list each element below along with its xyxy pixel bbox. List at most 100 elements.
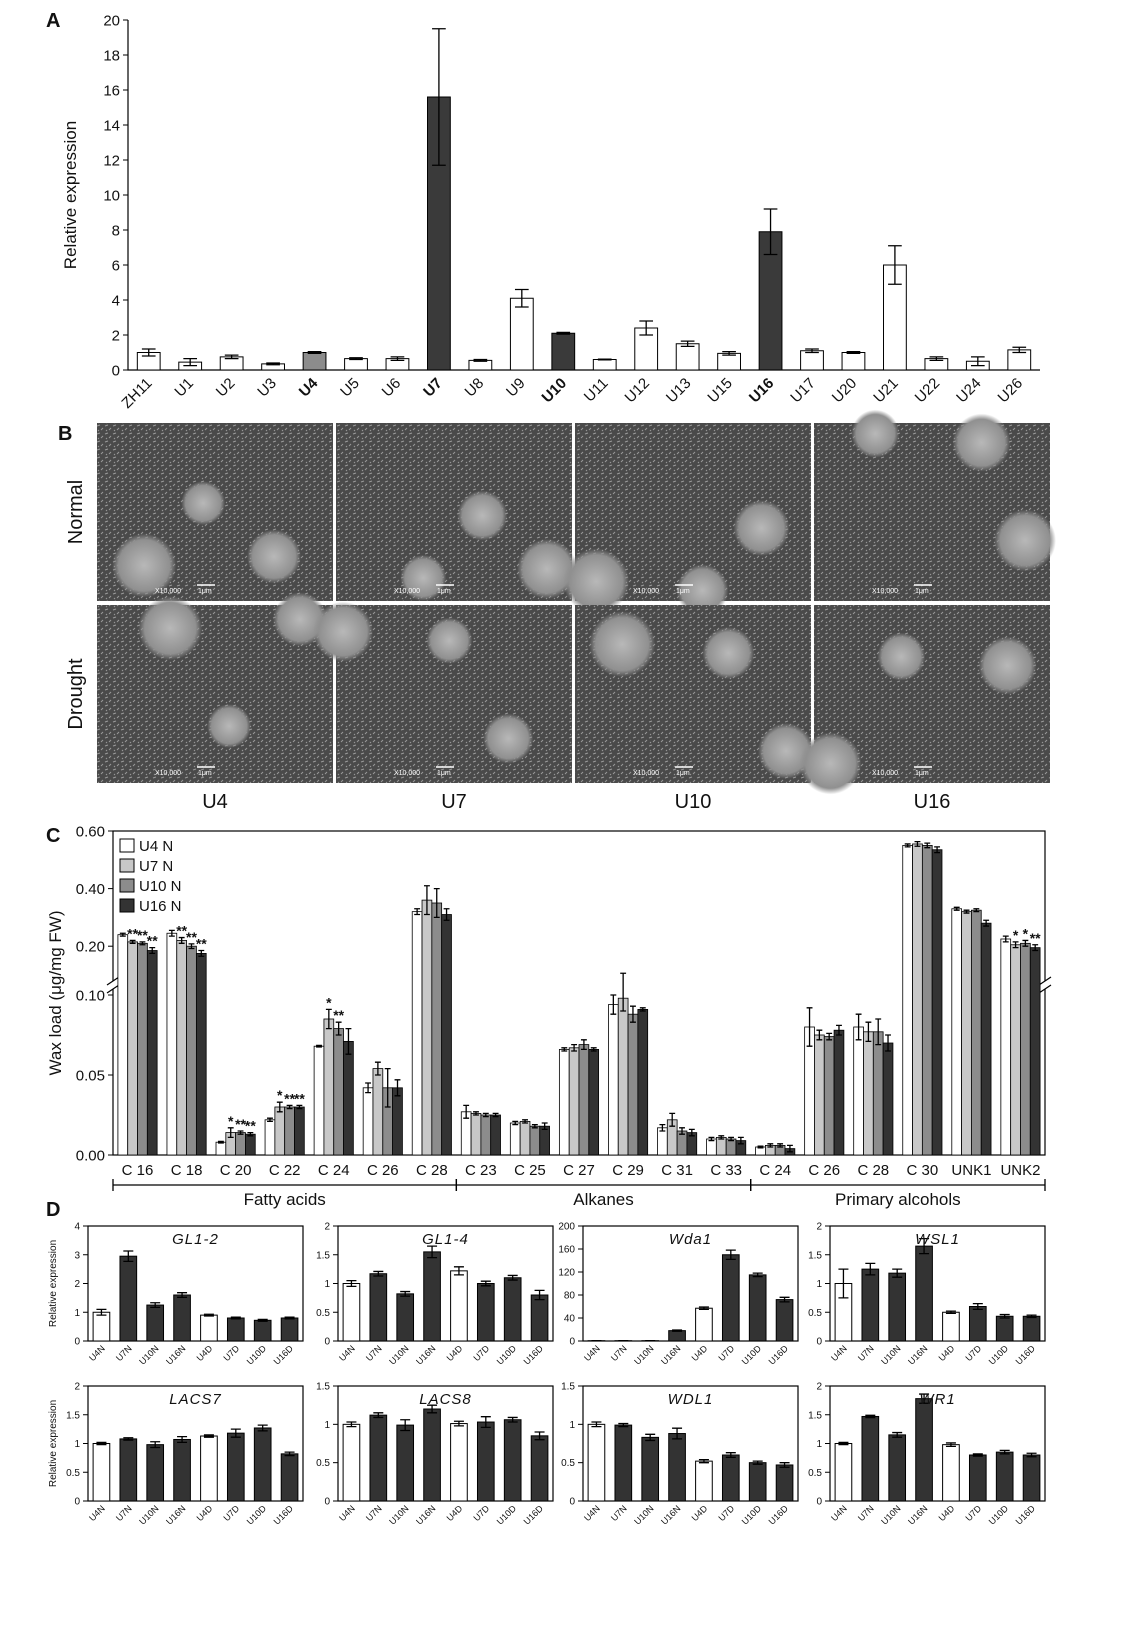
bar (932, 850, 942, 1155)
y-tick-label: 0.00 (76, 1147, 105, 1164)
bar (303, 353, 326, 371)
x-tick-label: U7D (963, 1503, 983, 1523)
y-tick-label: 0 (112, 362, 120, 379)
y-tick-label: 2 (816, 1382, 822, 1393)
y-tick-label: 1.5 (808, 1250, 822, 1261)
bar (275, 1107, 285, 1155)
x-tick-label: U16N (414, 1343, 437, 1366)
bar (922, 845, 932, 1155)
bar (227, 1318, 244, 1341)
stomata (207, 704, 251, 748)
x-tick-label: U7D (221, 1503, 241, 1523)
bar (254, 1428, 271, 1501)
chart-title: WDL1 (668, 1391, 714, 1408)
column-label: U7 (441, 791, 467, 813)
x-tick-label: U5 (337, 375, 363, 401)
legend-label: U7 N (139, 858, 173, 875)
x-tick-label: U24 (953, 375, 984, 406)
axis-break-gap (1039, 981, 1051, 989)
x-tick-label: U10N (879, 1503, 902, 1526)
bar (227, 1433, 244, 1501)
y-tick-label: 12 (103, 152, 120, 169)
bar (93, 1312, 110, 1341)
significance: ** (294, 1090, 305, 1106)
bar (531, 1436, 548, 1501)
row-label: Drought (65, 658, 87, 730)
x-tick-label: U10 (539, 375, 570, 406)
x-tick-label: U4N (829, 1503, 849, 1523)
magnification: X10,000 (633, 770, 659, 777)
legend-label: U16 N (139, 898, 182, 915)
y-tick-label: 0.60 (76, 823, 105, 840)
error-bar (598, 359, 612, 360)
bar (477, 1422, 494, 1501)
x-tick-label: U4D (690, 1503, 710, 1523)
chart-title: WSL1 (915, 1231, 960, 1248)
y-tick-label: 0.05 (76, 1067, 105, 1084)
bar (834, 1030, 844, 1155)
y-tick-label: 20 (103, 12, 120, 29)
y-tick-label: 0 (816, 1337, 822, 1348)
magnification: X10,000 (394, 588, 420, 595)
x-tick-label: U7 (420, 375, 446, 401)
scale-label: 1μm (676, 770, 690, 777)
y-tick-label: 14 (103, 117, 120, 134)
x-tick-label: U7N (856, 1343, 876, 1363)
bar (569, 1048, 579, 1155)
y-tick-label: 2 (74, 1382, 80, 1393)
x-tick-label: U7D (716, 1503, 736, 1523)
bar (334, 1029, 344, 1155)
bar (722, 1255, 739, 1341)
stomata (181, 481, 225, 525)
x-tick-label: U10D (740, 1503, 764, 1527)
y-tick-label: 1.5 (561, 1382, 575, 1393)
bar (864, 1032, 874, 1155)
stomata (589, 611, 655, 677)
x-tick-label: U16D (1014, 1503, 1038, 1527)
bar (147, 951, 157, 1155)
y-tick-label: 80 (564, 1291, 576, 1302)
bar (952, 909, 962, 1155)
x-tick-label: U4D (690, 1343, 710, 1363)
bar (504, 1420, 521, 1501)
y-axis-label: Relative expression (48, 1240, 59, 1327)
bar (628, 1014, 638, 1155)
x-tick-label: UNK2 (1000, 1162, 1040, 1179)
y-axis-label: Wax load (μg/mg FW) (46, 910, 65, 1075)
y-tick-label: 1 (324, 1420, 330, 1431)
bar (814, 1035, 824, 1155)
y-tick-label: 0.5 (316, 1308, 330, 1319)
bar (432, 903, 442, 1155)
x-tick-label: U7N (114, 1503, 134, 1523)
x-tick-label: U4N (337, 1503, 357, 1523)
y-tick-label: 4 (112, 292, 120, 309)
x-tick-label: C 25 (514, 1162, 546, 1179)
bar (510, 298, 533, 370)
bar (971, 910, 981, 1155)
bar (589, 1049, 599, 1155)
stomata (426, 618, 472, 664)
y-tick-label: 0 (569, 1497, 575, 1508)
x-tick-label: C 20 (220, 1162, 252, 1179)
x-tick-label: U10D (245, 1343, 269, 1367)
bar (1023, 1455, 1040, 1501)
x-tick-label: U4 (296, 374, 322, 400)
column-label: U16 (914, 791, 951, 813)
y-tick-label: 0 (324, 1337, 330, 1348)
x-tick-label: U16D (272, 1343, 296, 1367)
bar (862, 1269, 879, 1341)
y-axis-label: Relative expression (61, 121, 80, 269)
y-tick-label: 8 (112, 222, 120, 239)
y-tick-label: 1.5 (316, 1250, 330, 1261)
x-tick-label: U10N (632, 1343, 655, 1366)
bar (913, 844, 923, 1155)
chart-title: WR1 (919, 1391, 955, 1408)
significance: * (228, 1113, 234, 1129)
y-tick-label: 200 (558, 1222, 575, 1233)
x-tick-label: U2 (213, 375, 239, 401)
bar (201, 1315, 218, 1341)
x-tick-label: C 29 (612, 1162, 644, 1179)
x-tick-label: U26 (995, 375, 1026, 406)
significance: * (1023, 925, 1029, 941)
x-tick-label: U10N (387, 1343, 410, 1366)
